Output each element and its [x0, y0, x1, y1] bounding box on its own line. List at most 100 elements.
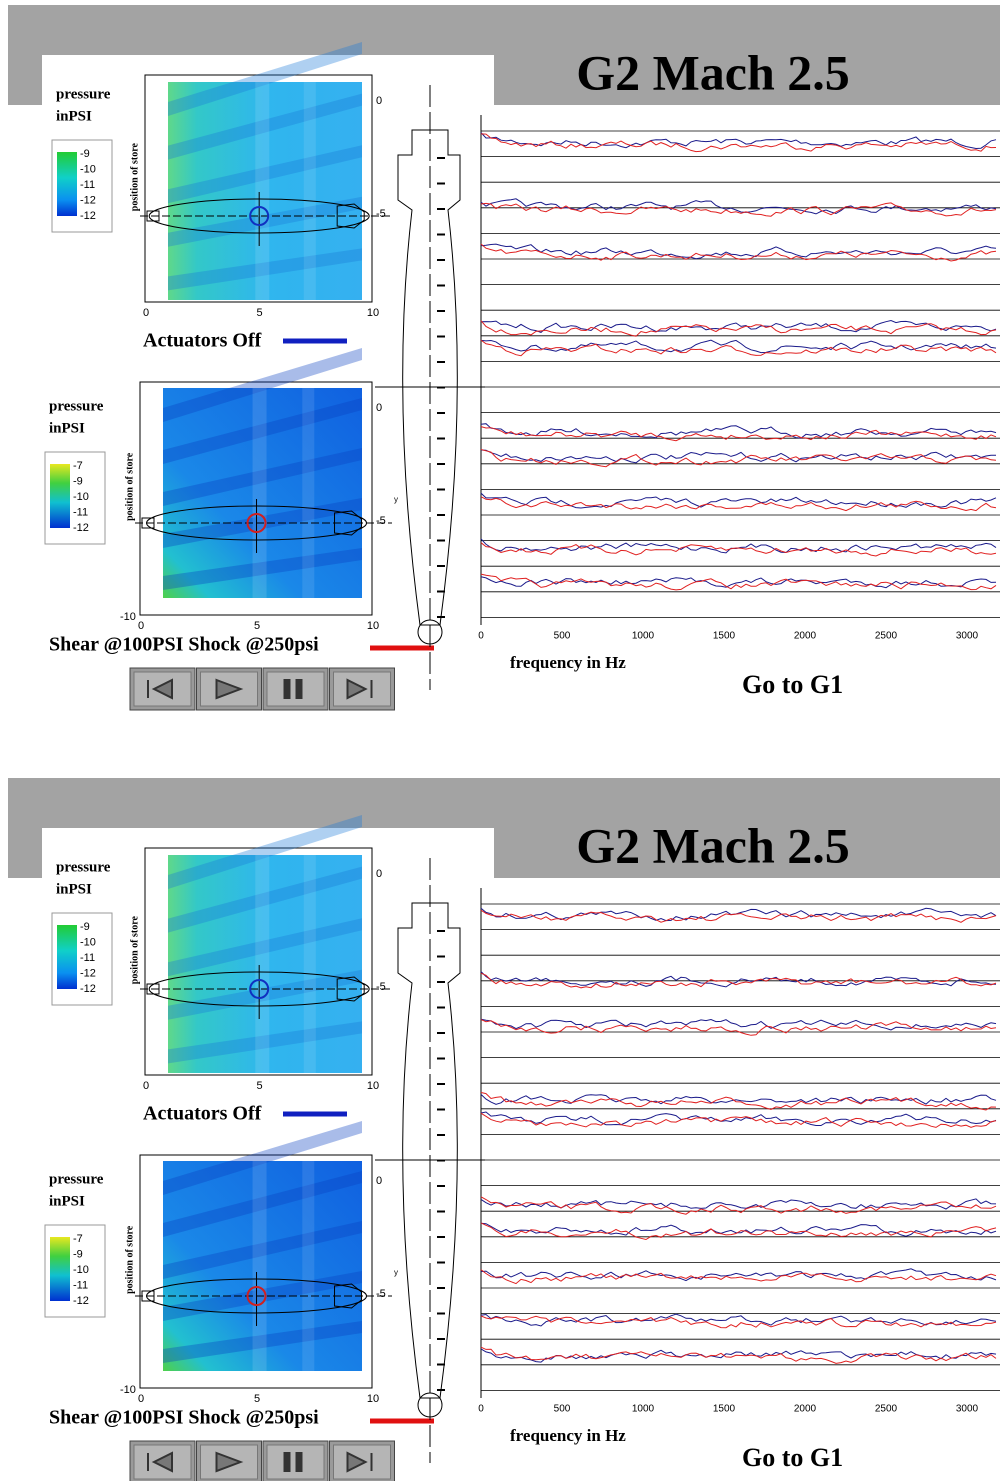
contour-streak: [163, 1321, 362, 1363]
contour-streak: [168, 918, 362, 977]
legend-tick-label: -7: [73, 1233, 83, 1245]
spectrum-trace: [480, 972, 997, 989]
contour-streak: [163, 348, 362, 422]
store-fin: [141, 517, 155, 529]
end-button[interactable]: [329, 667, 395, 711]
contour-streak: [168, 145, 362, 204]
store-fin: [146, 983, 160, 995]
spectrum-trace: [480, 1346, 997, 1364]
slide: G2 Mach 2.5 -9 -10 -11 -12 -12 pressure inPSI po…: [8, 778, 1000, 1481]
y-tick-label: -5: [376, 515, 386, 527]
store-fin: [141, 1290, 155, 1302]
spectrum-trace: [480, 492, 997, 509]
caption: Actuators Off: [143, 330, 262, 352]
legend-tick-label: -11: [73, 1279, 88, 1291]
spectrum-trace: [480, 1222, 997, 1241]
rewind-button[interactable]: [129, 1440, 196, 1481]
spectrum-trace: [480, 538, 997, 554]
legend-title: pressure: [56, 859, 111, 875]
legend-title: inPSI: [56, 881, 92, 897]
actuator-marker: [246, 1286, 267, 1306]
spectrum-trace: [480, 319, 997, 333]
x-axis-label: frequency in Hz: [510, 653, 626, 672]
spectrum-trace: [480, 426, 997, 442]
nav-link[interactable]: Go to G1: [742, 670, 843, 699]
contour-streak: [168, 815, 362, 889]
y-tick-label: -10: [120, 611, 136, 623]
store-fin: [336, 976, 365, 1002]
legend-tick-label: -9: [80, 148, 90, 160]
legend-title: inPSI: [49, 1193, 85, 1209]
pause-button[interactable]: [262, 1440, 329, 1481]
contour-band: [302, 388, 315, 598]
y-axis-label: position of store: [124, 1225, 135, 1294]
x-tick-label: 10: [367, 1080, 379, 1092]
spectrum-trace: [480, 449, 997, 464]
spectrum-trace: [480, 339, 997, 357]
spectrum-trace: [480, 243, 997, 262]
x-tick-label: 3000: [956, 1404, 979, 1415]
x-tick-label: 0: [138, 620, 144, 632]
actuator-marker: [249, 206, 270, 226]
legend-tick-label: -12: [73, 1295, 89, 1307]
caption: Shear @100PSI Shock @250psi: [49, 634, 319, 656]
store-nose: [417, 1392, 443, 1418]
spectrum-trace: [480, 449, 997, 468]
contour-band: [303, 82, 316, 300]
legend-tick-label: -11: [80, 952, 95, 964]
contour-streak: [168, 42, 362, 116]
contour-band: [302, 1161, 315, 1371]
x-tick-label: 0: [478, 631, 484, 642]
spectrum-trace: [480, 1269, 997, 1285]
button-inset: [333, 671, 391, 707]
legend-tick-label: -9: [80, 921, 90, 933]
spectrum-trace: [480, 1094, 997, 1105]
button-icon: [283, 679, 303, 699]
y-axis-letter: y: [394, 495, 398, 504]
contour-map: [168, 82, 362, 300]
button-icon: [147, 678, 173, 700]
spectrum-trace: [480, 1268, 997, 1282]
rewind-button[interactable]: [129, 667, 196, 711]
spectrum-trace: [480, 1111, 997, 1126]
y-tick-label: -5: [376, 208, 386, 220]
spectrum-trace: [480, 542, 997, 557]
spectrum-trace: [480, 1222, 997, 1237]
pause-button[interactable]: [262, 667, 329, 711]
contour-streak: [163, 448, 362, 506]
x-tick-label: 0: [143, 307, 149, 319]
legend-title: inPSI: [56, 108, 92, 124]
end-button[interactable]: [329, 1440, 395, 1481]
spectrum-trace: [480, 909, 997, 923]
spectrum-trace: [480, 907, 997, 922]
y-tick-label: 0: [376, 402, 382, 414]
button-icon: [215, 678, 244, 700]
play-button[interactable]: [196, 667, 262, 711]
spectrum-trace: [480, 496, 997, 512]
spectrum-trace: [480, 339, 997, 354]
contour-streak: [168, 866, 362, 933]
y-axis-letter: y: [394, 1268, 398, 1277]
spectrum-trace: [480, 1196, 997, 1215]
legend-tick-label: -9: [73, 1248, 83, 1260]
legend-tick-label: -11: [80, 179, 95, 191]
x-tick-label: 10: [367, 620, 379, 632]
legend-tick-label: -9: [73, 475, 83, 487]
actuator-marker: [249, 979, 270, 999]
store-fin: [146, 210, 160, 222]
play-button[interactable]: [196, 1440, 262, 1481]
contour-streak: [163, 1121, 362, 1195]
x-tick-label: 5: [256, 1080, 262, 1092]
contour-map: [163, 388, 362, 598]
contour-band: [252, 1161, 267, 1371]
x-tick-label: 2500: [875, 1404, 898, 1415]
spectrum-trace: [480, 971, 997, 988]
x-tick-label: 10: [367, 307, 379, 319]
legend-tick-label: -12: [73, 522, 89, 534]
nav-link[interactable]: Go to G1: [742, 1443, 843, 1472]
x-tick-label: 0: [138, 1393, 144, 1405]
x-tick-label: 0: [478, 1404, 484, 1415]
legend-tick-label: -12: [80, 967, 96, 979]
button-icon: [283, 1452, 303, 1472]
